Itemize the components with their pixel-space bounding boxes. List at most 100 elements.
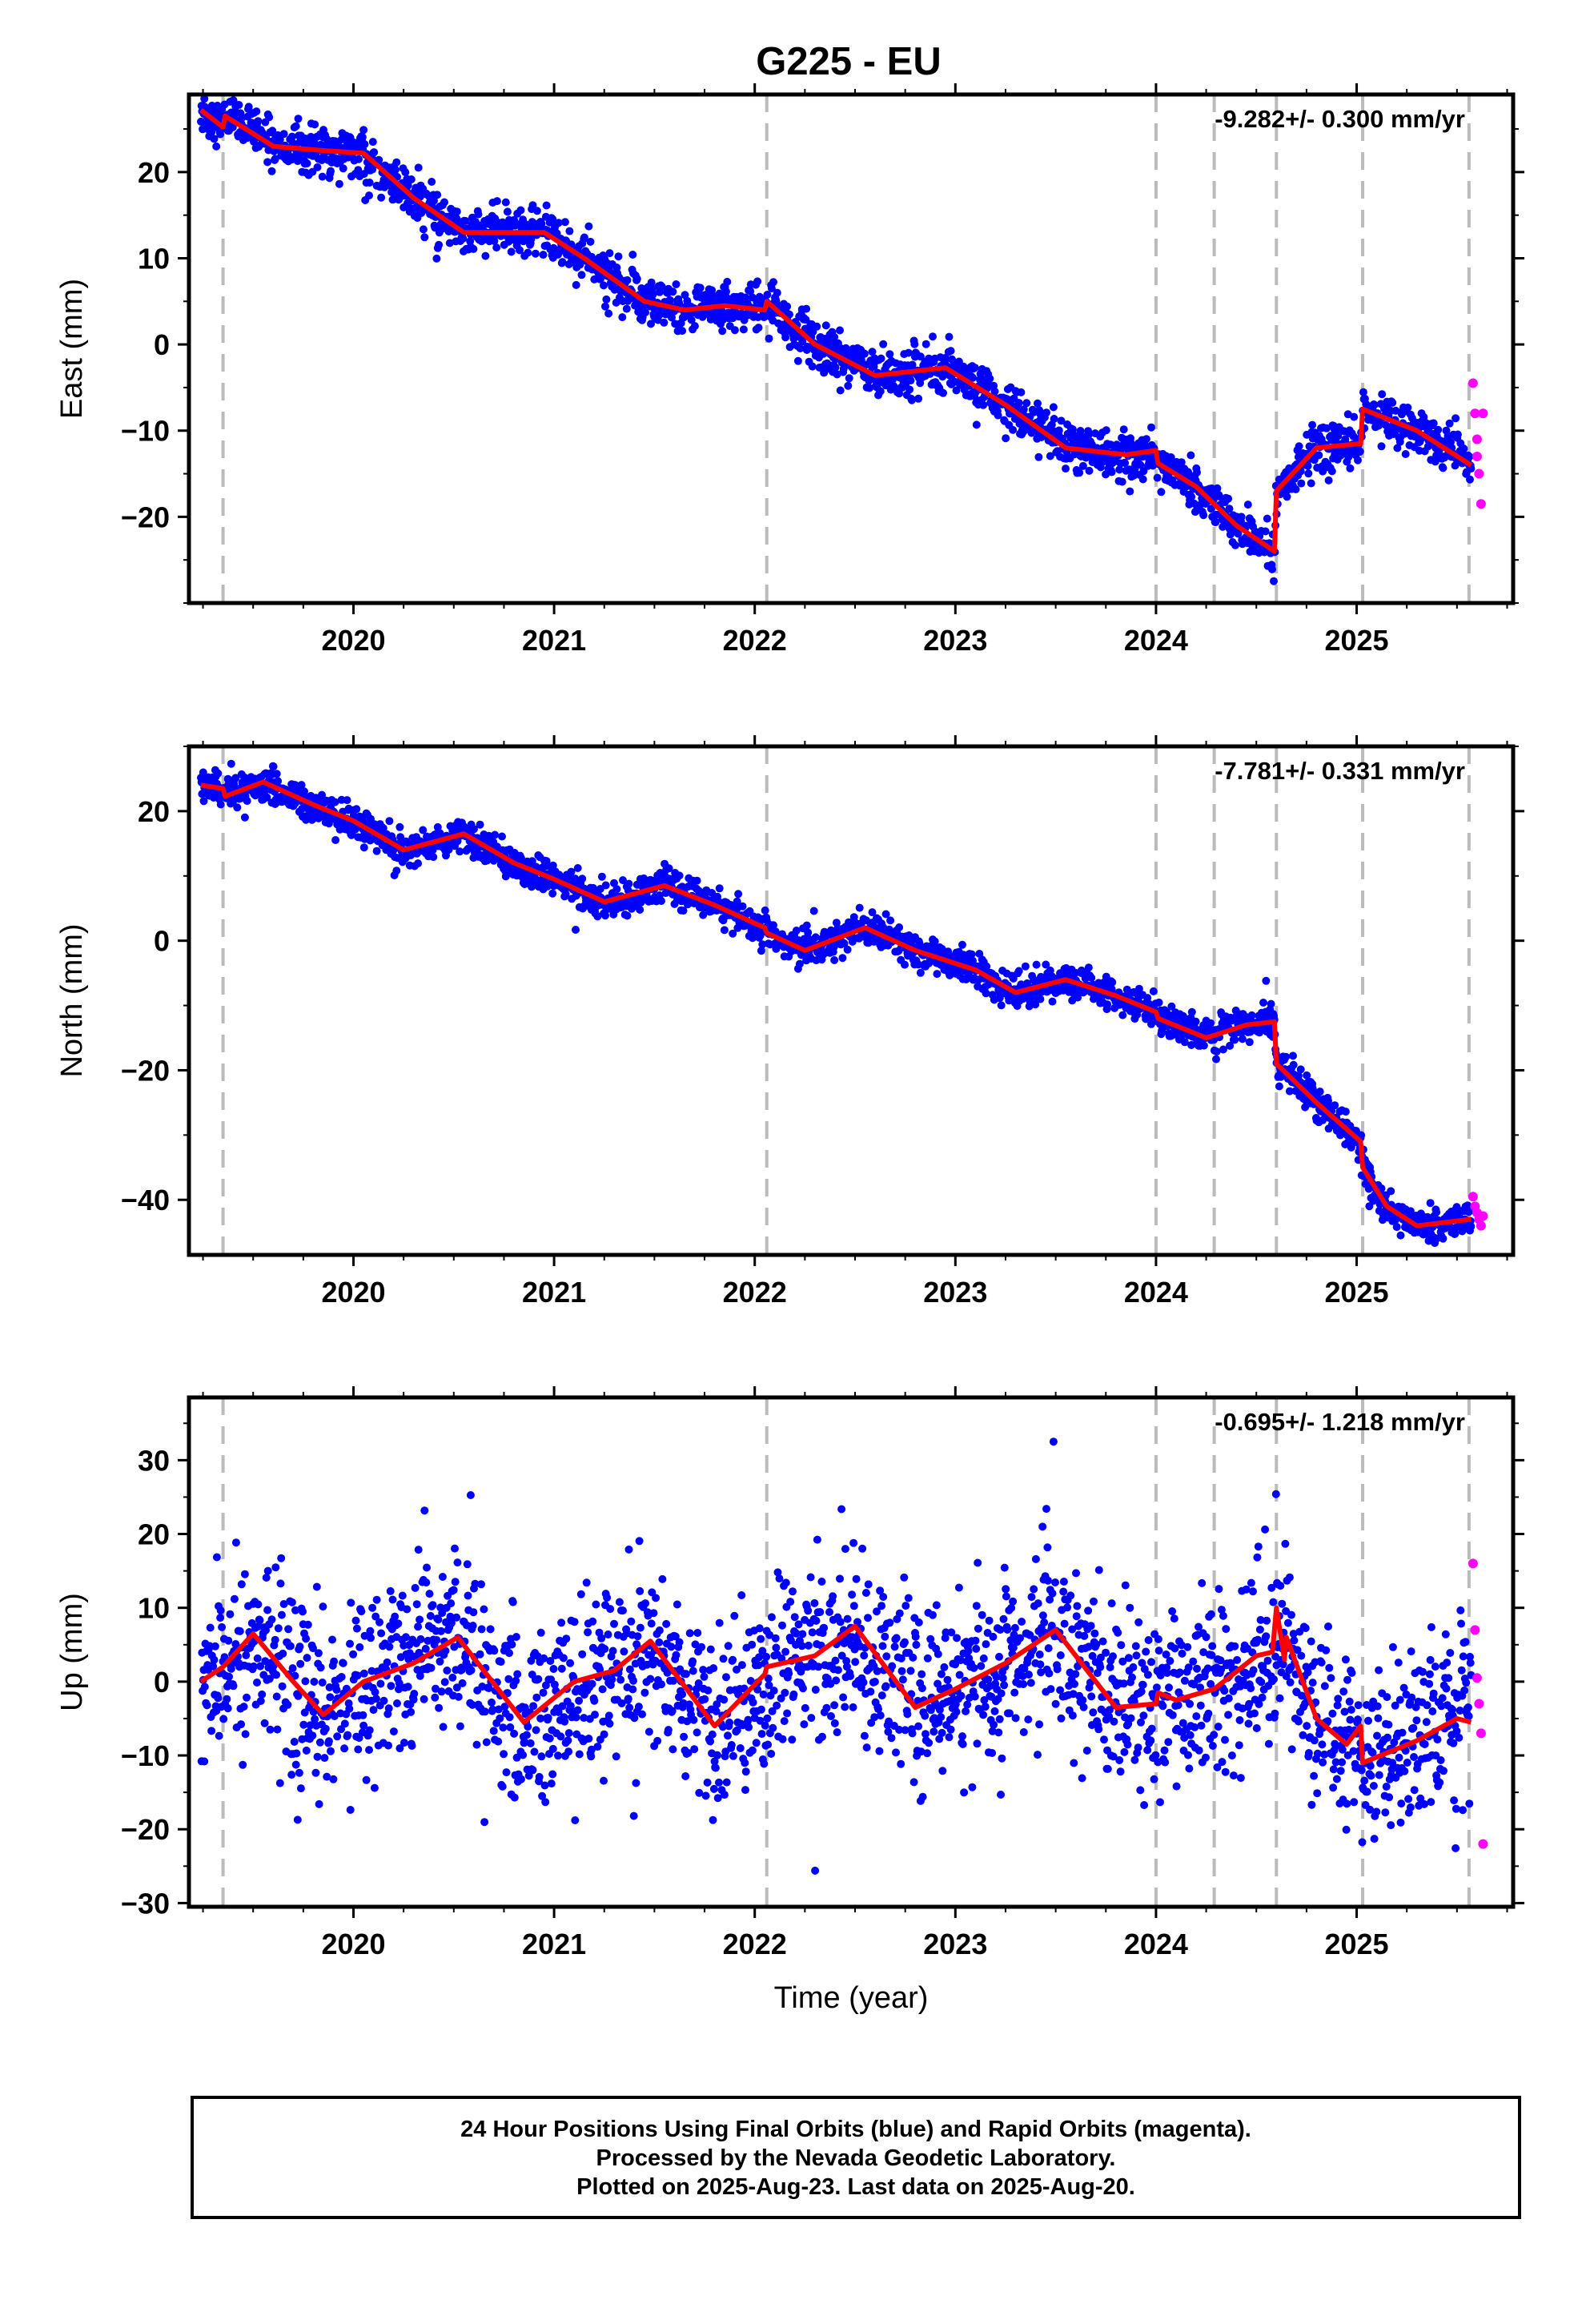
data-point	[239, 1760, 247, 1769]
data-point	[461, 217, 470, 225]
data-point	[227, 759, 235, 768]
data-point	[1231, 1035, 1239, 1044]
data-point	[802, 304, 811, 313]
data-point	[1207, 1019, 1215, 1027]
data-point	[718, 316, 727, 324]
data-point	[1187, 1007, 1196, 1016]
data-point	[241, 1730, 250, 1739]
data-point	[210, 1655, 219, 1664]
data-point	[474, 210, 483, 219]
x-tick-label: 2020	[321, 624, 385, 657]
data-point	[368, 165, 377, 174]
data-point	[414, 1546, 423, 1554]
data-point	[269, 762, 278, 771]
data-point	[313, 163, 322, 171]
data-point	[437, 1687, 446, 1696]
data-point	[419, 225, 428, 234]
data-point	[1453, 430, 1462, 439]
data-point	[1283, 493, 1291, 501]
data-point	[881, 910, 890, 919]
rapid-point	[1472, 452, 1482, 462]
data-point	[252, 107, 261, 116]
data-point	[773, 288, 781, 297]
data-point	[366, 1626, 375, 1635]
data-point	[426, 1611, 435, 1620]
data-point	[584, 222, 593, 231]
data-point	[359, 1711, 367, 1719]
data-point	[722, 287, 730, 296]
y-tick-label: 10	[138, 242, 170, 275]
data-point	[1139, 467, 1148, 476]
data-point	[398, 1591, 407, 1600]
data-point	[349, 1650, 358, 1659]
data-point	[1207, 505, 1215, 513]
data-point	[738, 902, 747, 911]
data-point	[675, 871, 684, 880]
data-point	[453, 837, 462, 846]
data-point	[1180, 1038, 1189, 1047]
data-point	[265, 113, 274, 122]
data-point	[678, 327, 687, 336]
data-point	[452, 207, 461, 216]
data-point	[1466, 475, 1474, 484]
data-point	[291, 122, 300, 131]
y-tick-label: 0	[154, 328, 170, 361]
data-point	[481, 251, 490, 260]
data-point	[1166, 453, 1175, 461]
data-point	[309, 1707, 318, 1716]
data-point	[905, 385, 914, 394]
data-point	[693, 876, 701, 885]
data-point	[237, 1580, 246, 1589]
data-point	[941, 354, 950, 362]
rapid-point	[1478, 1211, 1488, 1221]
data-point	[746, 287, 755, 296]
data-point	[855, 903, 864, 912]
data-point	[668, 313, 676, 322]
data-point	[346, 1639, 354, 1648]
data-point	[885, 350, 894, 359]
data-point	[648, 290, 657, 299]
data-point	[628, 251, 637, 259]
data-point	[459, 234, 468, 243]
data-point	[1184, 468, 1192, 476]
data-point	[1115, 465, 1124, 474]
data-point	[224, 1636, 233, 1645]
data-point	[833, 370, 841, 379]
data-point	[811, 933, 820, 942]
data-point	[1467, 1222, 1476, 1231]
data-point	[404, 1655, 413, 1663]
data-point	[354, 166, 363, 175]
data-point	[404, 1683, 412, 1691]
data-point	[407, 1707, 416, 1716]
data-point	[323, 1772, 331, 1781]
data-point	[1387, 1187, 1395, 1196]
data-point	[958, 940, 966, 949]
data-point	[765, 334, 773, 343]
data-point	[1021, 962, 1030, 971]
data-point	[781, 333, 790, 342]
data-point	[255, 1616, 264, 1625]
data-point	[982, 989, 990, 998]
data-point	[831, 363, 840, 372]
data-point	[392, 866, 401, 875]
data-point	[754, 324, 763, 332]
data-point	[316, 1663, 325, 1672]
data-point	[939, 388, 947, 397]
data-point	[1042, 960, 1050, 969]
data-point	[272, 770, 281, 778]
data-point	[1315, 1088, 1324, 1096]
data-point	[216, 800, 225, 809]
data-point	[1121, 459, 1130, 468]
data-point	[299, 1720, 308, 1729]
data-point	[836, 326, 844, 335]
data-point	[339, 1659, 347, 1667]
data-point	[1014, 399, 1023, 408]
data-point	[1234, 529, 1243, 538]
data-point	[830, 332, 839, 341]
data-point	[300, 787, 308, 796]
data-point	[431, 1693, 440, 1702]
data-point	[1042, 408, 1050, 417]
data-point	[359, 843, 368, 852]
data-point	[263, 158, 272, 167]
